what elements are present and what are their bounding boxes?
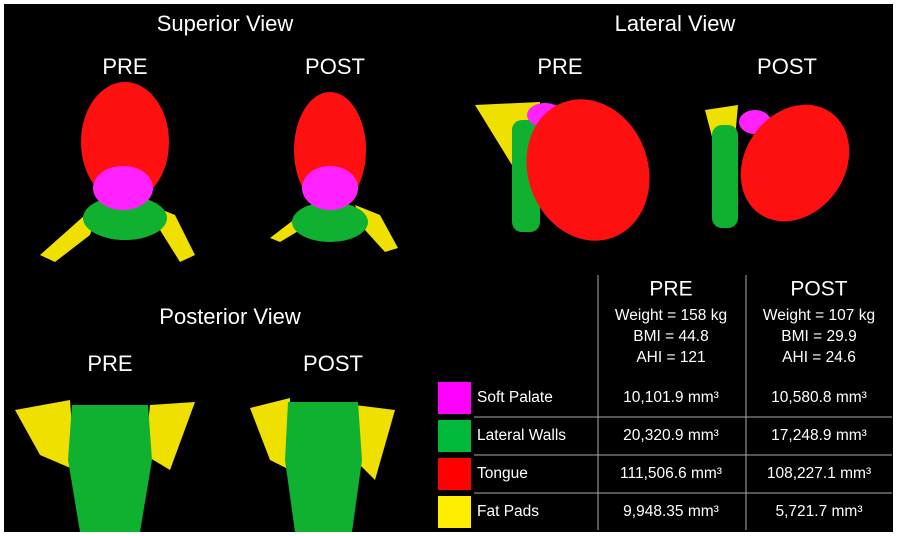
column-detail: BMI = 29.9 <box>781 328 856 345</box>
figure: Superior ViewPREPOSTLateral ViewPREPOSTP… <box>0 0 897 536</box>
cell-value: 111,506.6 mm³ <box>620 465 722 482</box>
column-detail: Weight = 158 kg <box>615 307 727 324</box>
legend-swatch <box>438 496 471 528</box>
cell-value: 10,101.9 mm³ <box>623 389 719 406</box>
view-title: Lateral View <box>615 11 736 36</box>
cell-value: 108,227.1 mm³ <box>767 465 871 482</box>
column-detail: AHI = 24.6 <box>782 349 856 366</box>
view-label: PRE <box>537 54 582 79</box>
legend-swatch <box>438 458 471 490</box>
legend-swatch <box>438 382 471 414</box>
view-label: POST <box>757 54 817 79</box>
column-header: POST <box>790 278 847 301</box>
view-label: POST <box>303 351 363 376</box>
row-label: Tongue <box>477 465 528 482</box>
column-detail: BMI = 44.8 <box>633 328 708 345</box>
view-title: Posterior View <box>159 304 301 329</box>
view-label: PRE <box>102 54 147 79</box>
column-detail: Weight = 107 kg <box>763 307 875 324</box>
cell-value: 17,248.9 mm³ <box>771 427 867 444</box>
cell-value: 10,580.8 mm³ <box>771 389 867 406</box>
cell-value: 5,721.7 mm³ <box>775 503 862 520</box>
column-detail: AHI = 121 <box>636 349 705 366</box>
cell-value: 20,320.9 mm³ <box>623 427 719 444</box>
legend-swatch <box>438 420 471 452</box>
column-header: PRE <box>649 278 692 301</box>
view-label: PRE <box>87 351 132 376</box>
view-label: POST <box>305 54 365 79</box>
view-title: Superior View <box>157 11 294 36</box>
row-label: Fat Pads <box>477 503 539 520</box>
row-label: Lateral Walls <box>477 427 566 444</box>
cell-value: 9,948.35 mm³ <box>623 503 719 520</box>
row-label: Soft Palate <box>477 389 553 406</box>
